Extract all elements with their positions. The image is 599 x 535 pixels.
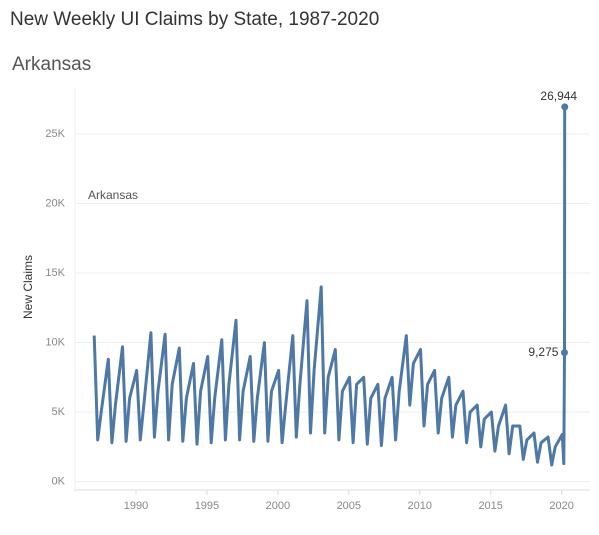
point xyxy=(561,103,569,111)
x-tick-label: 2015 xyxy=(478,500,502,512)
x-tick-label: 2020 xyxy=(549,500,573,512)
x-tick-label: 2010 xyxy=(408,500,432,512)
y-tick-label: 15K xyxy=(45,267,65,279)
point xyxy=(560,349,568,357)
x-tick-label: 2005 xyxy=(337,500,361,512)
data-label: 9,275 xyxy=(528,345,558,359)
y-tick-label: 20K xyxy=(45,197,65,209)
y-tick-label: 0K xyxy=(52,476,66,488)
x-tick-label: 1990 xyxy=(124,500,148,512)
y-tick-label: 10K xyxy=(45,336,65,348)
x-tick-label: 1995 xyxy=(195,500,219,512)
y-tick-label: 5K xyxy=(52,406,66,418)
data-label: 26,944 xyxy=(540,89,577,103)
x-tick-label: 2000 xyxy=(266,500,290,512)
chart-title: New Weekly UI Claims by State, 1987-2020 xyxy=(10,9,379,30)
y-axis-label: New Claims xyxy=(21,255,35,319)
line xyxy=(92,106,567,467)
series-label: Arkansas xyxy=(88,188,138,202)
y-tick-label: 25K xyxy=(45,128,65,140)
chart-subtitle: Arkansas xyxy=(12,54,91,75)
